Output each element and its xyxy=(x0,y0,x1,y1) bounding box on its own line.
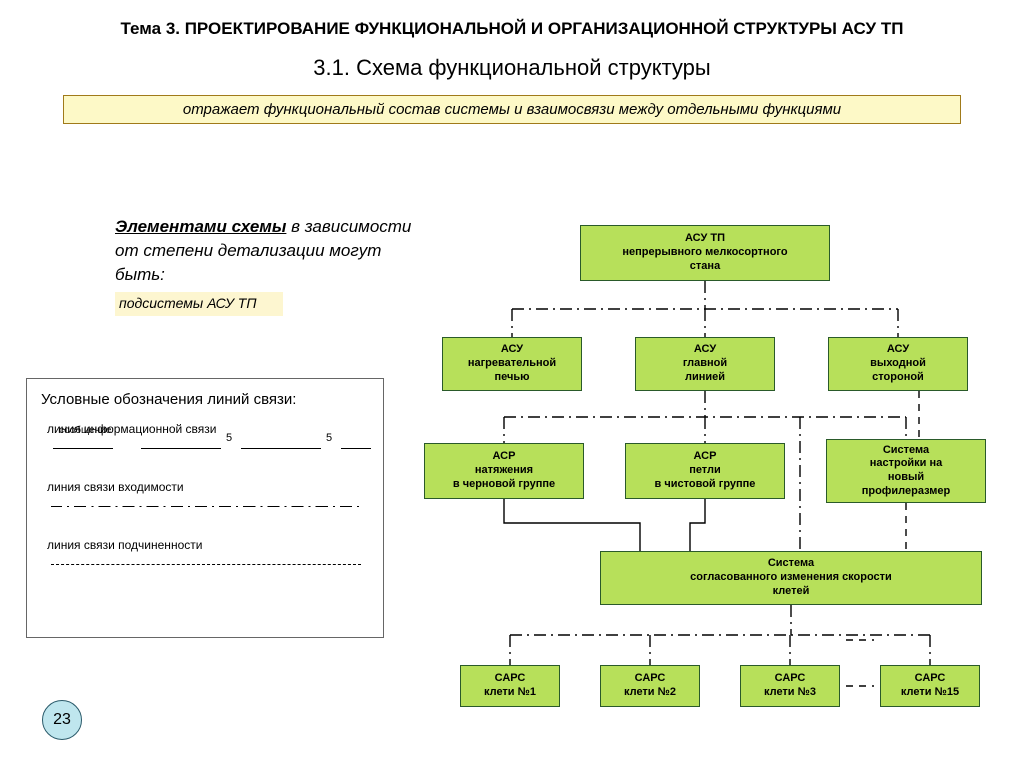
legend-pod-line xyxy=(41,556,369,578)
elements-header: Элементами схемы xyxy=(115,217,286,236)
node-l1b: АСУглавнойлинией xyxy=(635,337,775,391)
legend-info-line: сообщение 5 5 xyxy=(41,440,369,462)
node-s2: САРСклети №2 xyxy=(600,665,700,707)
node-s15: САРСклети №15 xyxy=(880,665,980,707)
node-l1c: АСУвыходнойстороной xyxy=(828,337,968,391)
legend-pod-label: линия связи подчиненности xyxy=(47,538,369,552)
node-l2a: АСРнатяженияв черновой группе xyxy=(424,443,584,499)
legend-title: Условные обозначения линий связи: xyxy=(41,391,369,408)
banner: отражает функциональный состав системы и… xyxy=(63,95,961,124)
legend-five-2: 5 xyxy=(326,432,332,444)
legend-msg: сообщение xyxy=(59,425,111,436)
node-root: АСУ ТПнепрерывного мелкосортногостана xyxy=(580,225,830,281)
legend-box: Условные обозначения линий связи: линия … xyxy=(26,378,384,638)
elements-text: Элементами схемы в зависимости от степен… xyxy=(115,215,415,316)
page-title: Тема 3. ПРОЕКТИРОВАНИЕ ФУНКЦИОНАЛЬНОЙ И … xyxy=(0,0,1024,41)
legend-vkh-line xyxy=(41,498,369,520)
elements-sub: подсистемы АСУ ТП xyxy=(115,292,283,316)
diagram: АСУ ТПнепрерывного мелкосортногостана АСУ… xyxy=(410,225,1000,735)
node-l1a: АСУнагревательнойпечью xyxy=(442,337,582,391)
subtitle: 3.1. Схема функциональной структуры xyxy=(0,55,1024,81)
node-l2c: Системанастройки нановыйпрофилеразмер xyxy=(826,439,986,503)
legend-vkh-label: линия связи входимости xyxy=(47,480,369,494)
legend-five-1: 5 xyxy=(226,432,232,444)
node-s3: САРСклети №3 xyxy=(740,665,840,707)
node-l2b: АСРпетлив чистовой группе xyxy=(625,443,785,499)
node-sys: Системасогласованного изменения скорости… xyxy=(600,551,982,605)
page-number: 23 xyxy=(42,700,82,740)
node-s1: САРСклети №1 xyxy=(460,665,560,707)
